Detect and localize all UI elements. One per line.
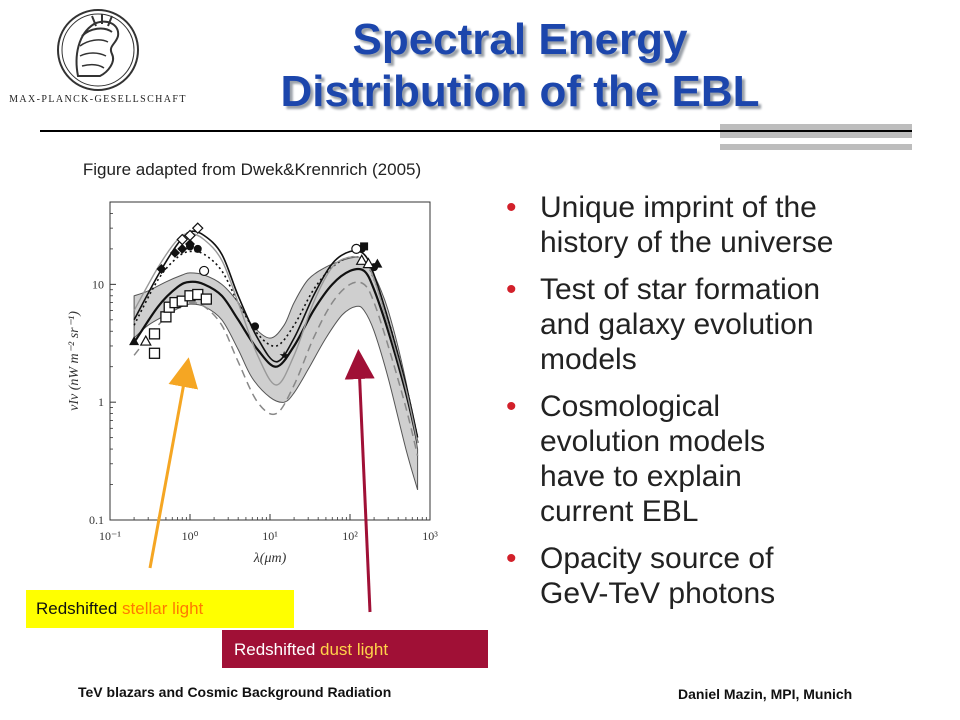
y-axis-label: νIν (nW m⁻² sr⁻¹): [67, 311, 82, 411]
footer-talk-title: TeV blazars and Cosmic Background Radiat…: [78, 684, 392, 700]
stellar-label-highlight: stellar light: [122, 599, 204, 618]
series-line-gray-dashed: [133, 281, 419, 457]
y-tick-label: 1: [98, 395, 104, 409]
footer-author: Daniel Mazin, MPI, Munich: [678, 686, 853, 702]
marker-open-triangle: [362, 257, 375, 269]
x-tick-label: 10²: [342, 529, 358, 543]
bullet-item: • Opacity source of GeV-TeV photons: [506, 541, 836, 611]
marker-filled-circle: [251, 322, 260, 331]
y-tick-label: 10: [92, 277, 104, 291]
bullet-text: Cosmological evolution models have to ex…: [540, 390, 766, 528]
dust-label-prefix: Redshifted: [234, 640, 316, 659]
figure-caption: Figure adapted from Dwek&Krennrich (2005…: [82, 160, 422, 179]
stellar-light-label: Redshifted stellar light: [26, 590, 294, 628]
max-planck-logo: MAX-PLANCK-GESELLSCHAFT: [8, 6, 188, 110]
bullet-item: • Unique imprint of the history of the un…: [506, 190, 836, 260]
marker-open-square: [148, 328, 161, 340]
series-line-black-solid-mid: [133, 267, 419, 444]
bullet-text: Test of star formation and galaxy evolut…: [540, 273, 821, 376]
marker-open-square: [160, 311, 172, 323]
marker-filled-triangle: [129, 336, 140, 346]
title-line-1: Spectral Energy: [352, 15, 688, 64]
bullet-text: Unique imprint of the history of the uni…: [540, 191, 834, 259]
marker-filled-square: [360, 242, 369, 251]
bullet-dot-icon: •: [506, 542, 517, 575]
header-accent-bar-2: [720, 144, 912, 150]
bullet-dot-icon: •: [506, 390, 517, 423]
dust-light-label: Redshifted dust light: [222, 630, 488, 668]
marker-open-diamond: [176, 233, 189, 246]
x-tick-label: 10⁰: [182, 529, 199, 543]
bullet-item: • Test of star formation and galaxy evolu…: [506, 272, 836, 377]
marker-filled-circle: [193, 244, 202, 253]
marker-open-diamond: [191, 222, 204, 234]
stellar-label-prefix: Redshifted: [36, 599, 118, 618]
page-title: Spectral Energy Distribution of the EBL: [150, 14, 890, 118]
marker-filled-triangle: [372, 258, 383, 268]
marker-filled-diamond: [156, 263, 167, 274]
marker-open-circle: [351, 243, 362, 254]
marker-open-diamond: [184, 229, 196, 242]
y-tick-label: 0.1: [89, 513, 104, 527]
bullet-dot-icon: •: [506, 191, 517, 224]
bullet-dot-icon: •: [506, 273, 517, 306]
marker-filled-diamond: [177, 243, 188, 254]
marker-open-circle: [198, 265, 210, 277]
x-axis-label: λ(μm): [253, 551, 287, 566]
dust-label-highlight: dust light: [320, 640, 389, 659]
marker-filled-circle: [186, 242, 194, 251]
title-line-2: Distribution of the EBL: [280, 67, 760, 116]
bullet-list: • Unique imprint of the history of the un…: [506, 190, 836, 623]
marker-open-triangle: [355, 254, 368, 265]
minerva-emblem-icon: [57, 9, 139, 91]
x-tick-label: 10⁻¹: [99, 529, 121, 543]
ebl-sed-chart: ★ 10⁻¹ 10⁰ 10¹ 10² 10³ 0.1 1 10 λ(μm) νIν (nW m⁻² …: [67, 201, 438, 566]
marker-star: ★: [279, 348, 290, 362]
bullet-text: Opacity source of GeV-TeV photons: [540, 542, 776, 610]
marker-open-square: [148, 347, 161, 359]
logo-text: MAX-PLANCK-GESELLSCHAFT: [9, 94, 187, 105]
marker-open-triangle: [139, 334, 152, 346]
marker-open-square: [200, 293, 212, 305]
bullet-item: • Cosmological evolution models have to e…: [506, 389, 836, 529]
x-tick-label: 10³: [422, 529, 438, 543]
x-tick-label: 10¹: [262, 529, 278, 543]
marker-filled-diamond: [170, 247, 181, 258]
header-divider: [40, 130, 912, 132]
